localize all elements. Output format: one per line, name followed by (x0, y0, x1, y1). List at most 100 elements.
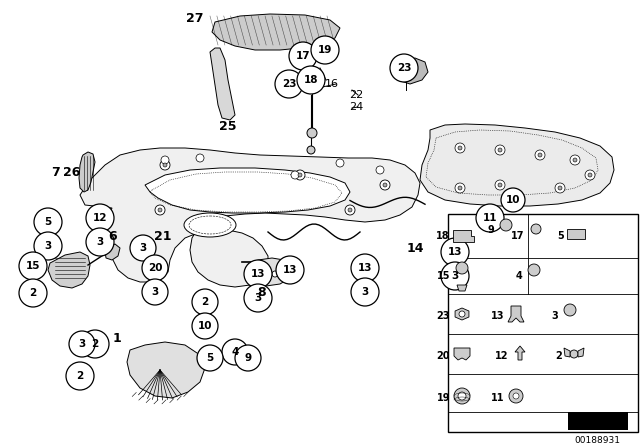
Circle shape (297, 66, 325, 94)
Text: 24: 24 (349, 102, 363, 112)
Circle shape (298, 173, 302, 177)
Text: 6: 6 (109, 229, 117, 242)
Circle shape (585, 170, 595, 180)
Text: 9: 9 (244, 353, 252, 363)
Circle shape (244, 260, 272, 288)
Circle shape (376, 166, 384, 174)
Circle shape (458, 392, 466, 400)
Text: 14: 14 (406, 241, 424, 254)
Text: 3: 3 (254, 293, 262, 303)
Circle shape (458, 186, 462, 190)
Circle shape (345, 205, 355, 215)
Circle shape (130, 235, 156, 261)
Text: 8: 8 (258, 285, 266, 298)
Circle shape (155, 205, 165, 215)
Text: 2: 2 (92, 339, 99, 349)
Text: 5: 5 (44, 217, 52, 227)
Circle shape (531, 224, 541, 234)
Circle shape (564, 304, 576, 316)
Text: 21: 21 (154, 229, 172, 242)
Text: 3: 3 (97, 237, 104, 247)
Circle shape (441, 238, 469, 266)
Polygon shape (420, 124, 614, 206)
Circle shape (158, 208, 162, 212)
Polygon shape (105, 244, 120, 260)
Text: 10: 10 (506, 195, 520, 205)
Circle shape (570, 350, 578, 358)
Polygon shape (455, 308, 469, 320)
Circle shape (34, 208, 62, 236)
Circle shape (163, 163, 167, 167)
Circle shape (291, 171, 299, 179)
Text: 3: 3 (140, 243, 147, 253)
Polygon shape (79, 152, 95, 192)
Circle shape (275, 70, 303, 98)
Circle shape (69, 331, 95, 357)
Circle shape (307, 128, 317, 138)
Circle shape (555, 183, 565, 193)
Circle shape (390, 54, 418, 82)
Circle shape (513, 393, 519, 399)
Text: 3: 3 (451, 271, 459, 281)
Text: 7: 7 (51, 165, 60, 178)
Circle shape (495, 180, 505, 190)
Text: 2: 2 (29, 288, 36, 298)
Polygon shape (578, 348, 584, 357)
Circle shape (351, 254, 379, 282)
Polygon shape (48, 252, 90, 288)
Circle shape (348, 208, 352, 212)
Circle shape (573, 158, 577, 162)
Circle shape (258, 264, 266, 272)
Circle shape (311, 36, 339, 64)
Polygon shape (515, 346, 525, 360)
Circle shape (535, 150, 545, 160)
Text: 19: 19 (436, 393, 450, 403)
Text: 15: 15 (436, 271, 450, 281)
Text: 20: 20 (436, 351, 450, 361)
Circle shape (295, 170, 305, 180)
Polygon shape (212, 14, 340, 50)
Circle shape (459, 311, 465, 317)
Text: 3: 3 (551, 311, 558, 321)
Circle shape (498, 148, 502, 152)
Circle shape (197, 345, 223, 371)
Text: 25: 25 (220, 120, 237, 133)
Circle shape (501, 188, 525, 212)
Text: 23: 23 (282, 79, 296, 89)
Circle shape (34, 232, 62, 260)
Circle shape (192, 313, 218, 339)
Circle shape (289, 42, 317, 70)
Text: 11: 11 (490, 393, 504, 403)
Circle shape (495, 145, 505, 155)
Text: 12: 12 (495, 351, 508, 361)
Circle shape (558, 186, 562, 190)
Text: 13: 13 (251, 269, 265, 279)
Circle shape (161, 156, 169, 164)
Circle shape (19, 252, 47, 280)
Text: 13: 13 (448, 247, 462, 257)
Text: 18: 18 (304, 75, 318, 85)
Polygon shape (567, 229, 585, 239)
Polygon shape (210, 48, 235, 120)
Bar (568, 412, 628, 430)
Circle shape (570, 155, 580, 165)
Text: 3: 3 (78, 339, 86, 349)
Polygon shape (246, 258, 292, 286)
Text: 2: 2 (556, 351, 562, 361)
Circle shape (455, 143, 465, 153)
Text: 5: 5 (557, 231, 564, 241)
Text: 26: 26 (63, 165, 81, 178)
Text: 19: 19 (318, 45, 332, 55)
Circle shape (81, 330, 109, 358)
Circle shape (19, 279, 47, 307)
Circle shape (380, 180, 390, 190)
Text: 00188931: 00188931 (574, 436, 620, 445)
Polygon shape (145, 168, 350, 213)
Text: 2: 2 (202, 297, 209, 307)
Text: 2: 2 (76, 371, 84, 381)
Text: 16: 16 (325, 79, 339, 89)
Polygon shape (80, 148, 420, 287)
Polygon shape (454, 348, 470, 360)
Circle shape (500, 219, 512, 231)
Text: 10: 10 (198, 321, 212, 331)
